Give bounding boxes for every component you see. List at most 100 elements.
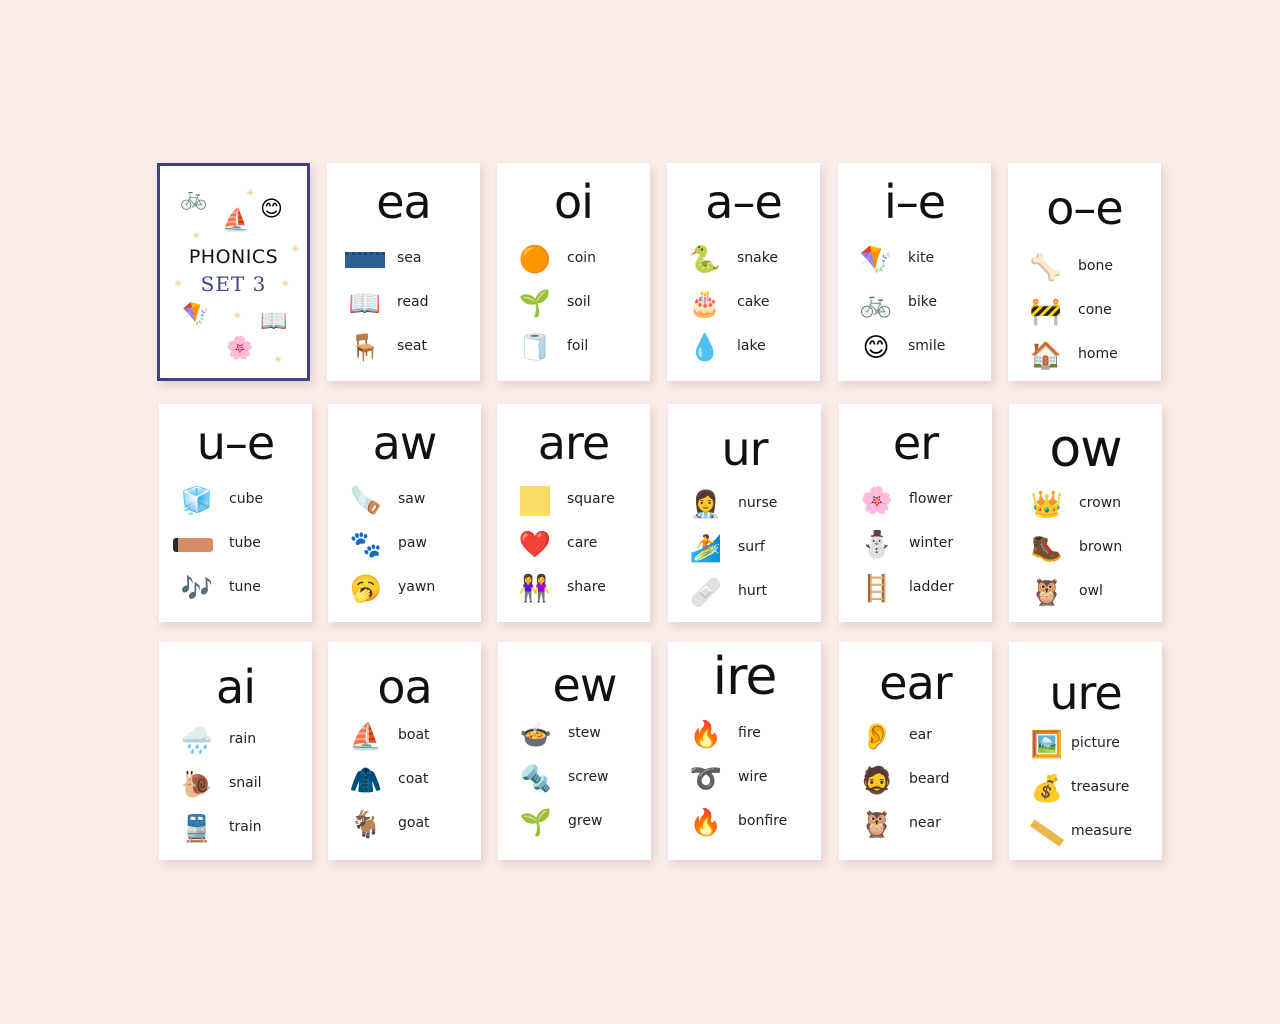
grapheme-heading: ow	[1049, 419, 1122, 479]
word-label: tune	[229, 579, 261, 595]
phonics-card-ea: ea sea 📖 read 🪑 seat	[327, 163, 480, 381]
word-label: boat	[398, 727, 430, 743]
sparkle-icon: ✳	[174, 279, 183, 290]
children-sharing-icon: 👭	[518, 574, 552, 604]
owl-near-box-icon: 🦉	[860, 810, 894, 840]
phonics-card-ew: ew 🍲 stew 🔩 screw 🌱 grew	[498, 642, 651, 860]
word-item: 🪜 ladder	[839, 568, 992, 612]
phonics-card-er: er 🌸 flower ⛄ winter 🪜 ladder	[839, 404, 992, 622]
phonics-card-ire: ire 🔥 fire ➰ wire 🔥 bonfire	[668, 642, 821, 860]
word-label: home	[1078, 346, 1118, 362]
word-label: bike	[908, 294, 937, 310]
sparkle-icon: ✳	[246, 188, 255, 199]
bicycle-icon: 🚲	[180, 186, 208, 211]
word-label: near	[909, 815, 941, 831]
goat-icon: 🐐	[349, 810, 383, 840]
boot-icon: 🥾	[1030, 534, 1064, 564]
house-icon: 🏠	[1029, 341, 1063, 371]
rain-cloud-icon: 🌧️	[180, 726, 214, 756]
foil-roll-icon: 🧻	[518, 333, 552, 363]
phonics-card-i-e: i–e 🪁 kite 🚲 bike 😊 smile	[838, 163, 991, 381]
word-item: 🔩 screw	[498, 758, 651, 802]
kite-icon: 🪁	[859, 245, 893, 275]
word-item: 🩹 hurt	[668, 572, 821, 616]
word-label: owl	[1079, 583, 1103, 599]
word-label: hurt	[738, 583, 767, 599]
word-label: coin	[567, 250, 597, 266]
word-item: 🥱 yawn	[328, 568, 481, 612]
sparkle-icon: ✳	[233, 311, 242, 322]
phonics-card-a-e: a–e 🐍 snake 🎂 cake 💧 lake	[667, 163, 820, 381]
smile-icon: 😊	[260, 197, 283, 222]
cube-icon: 🧊	[180, 486, 214, 516]
grapheme-heading: aw	[372, 416, 438, 470]
word-item: ❤️ care	[497, 524, 650, 568]
word-label: lake	[737, 338, 766, 354]
soil-sprout-icon: 🌱	[518, 289, 552, 319]
word-item: 🐐 goat	[328, 804, 481, 848]
word-label: flower	[909, 491, 953, 507]
word-item: 🏠 home	[1008, 335, 1161, 379]
word-label: train	[229, 819, 262, 835]
word-label: paw	[398, 535, 427, 551]
cover-subtitle: SET 3	[200, 272, 267, 296]
cover-card: 🚲 😊 ⛵ ✳ ✳ ✳ PHONICS SET 3 ✳ ✳ 🪁 📖 ✳ 🌸 ✳	[157, 163, 310, 381]
word-item: 🌱 soil	[497, 283, 650, 327]
grapheme-heading: ire	[712, 647, 778, 707]
grapheme-heading: er	[892, 416, 939, 470]
grapheme-heading: ai	[216, 660, 256, 714]
grapheme-heading: a–e	[705, 175, 783, 229]
word-label: picture	[1071, 735, 1120, 751]
word-item: 👂 ear	[839, 716, 992, 760]
word-label: cube	[229, 491, 264, 507]
word-item: 🖼️ picture	[1009, 724, 1162, 768]
phonics-card-ure: ure 🖼️ picture 💰 treasure measure	[1009, 642, 1162, 860]
word-label: ladder	[909, 579, 954, 595]
word-item: measure	[1009, 812, 1162, 856]
word-item: 🏄 surf	[668, 528, 821, 572]
word-item: 🦉 owl	[1009, 572, 1162, 616]
word-item: 👭 share	[497, 568, 650, 612]
word-item: 👩‍⚕️ nurse	[668, 484, 821, 528]
bandage-icon: 🩹	[689, 578, 723, 608]
snail-icon: 🐌	[180, 770, 214, 800]
lake-icon: 💧	[688, 333, 722, 363]
grapheme-heading: ew	[552, 658, 618, 712]
word-item: 🚆 train	[159, 808, 312, 852]
kite-icon: 🪁	[182, 302, 210, 327]
word-label: yawn	[398, 579, 436, 595]
surfer-icon: 🏄	[689, 534, 723, 564]
grapheme-heading: u–e	[196, 416, 275, 470]
grapheme-heading: ea	[376, 175, 432, 229]
word-item: 🐍 snake	[667, 239, 820, 283]
word-label: bonfire	[738, 813, 788, 829]
word-label: measure	[1071, 823, 1133, 839]
word-label: stew	[568, 725, 601, 741]
bearded-man-icon: 🧔	[860, 766, 894, 796]
word-label: ear	[909, 727, 932, 743]
cover-title: PHONICS	[188, 246, 279, 268]
word-label: seat	[397, 338, 427, 354]
saw-icon: 🪚	[349, 486, 383, 516]
word-label: goat	[398, 815, 430, 831]
flower-icon: 🌸	[860, 486, 894, 516]
owl-icon: 🦉	[1030, 578, 1064, 608]
wire-icon: ➰	[689, 764, 723, 794]
word-item: 📖 read	[327, 283, 480, 327]
word-item: ⛵ boat	[328, 716, 481, 760]
word-item: 💰 treasure	[1009, 768, 1162, 812]
phonics-card-oa: oa ⛵ boat 🧥 coat 🐐 goat	[328, 642, 481, 860]
word-item: 🌧️ rain	[159, 720, 312, 764]
grapheme-heading: ure	[1049, 666, 1122, 720]
word-label: beard	[909, 771, 950, 787]
treasure-chest-icon: 💰	[1030, 774, 1064, 804]
word-label: foil	[567, 338, 589, 354]
word-label: nurse	[738, 495, 778, 511]
sailboat-icon: ⛵	[222, 208, 250, 233]
snake-icon: 🐍	[688, 245, 722, 275]
traffic-cone-icon: 🚧	[1029, 297, 1063, 327]
sparkle-icon: ✳	[281, 279, 290, 290]
word-label: wire	[738, 769, 768, 785]
word-item: 🪁 kite	[838, 239, 991, 283]
word-label: tube	[229, 535, 261, 551]
